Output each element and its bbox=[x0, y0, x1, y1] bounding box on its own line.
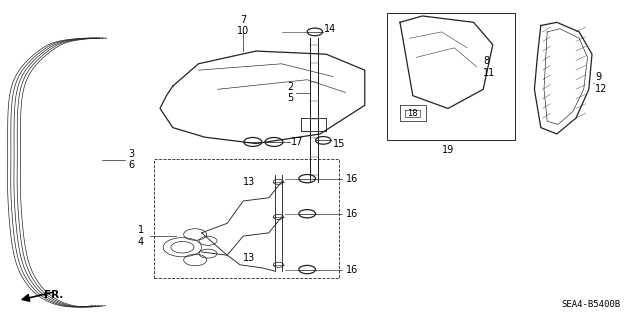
Bar bbox=[154, 160, 339, 278]
Text: 8
11: 8 11 bbox=[483, 56, 495, 78]
Text: 13: 13 bbox=[243, 177, 255, 187]
Text: FR.: FR. bbox=[44, 290, 63, 300]
Text: 2
5: 2 5 bbox=[287, 82, 293, 103]
Text: 17: 17 bbox=[291, 137, 303, 147]
Text: 18: 18 bbox=[407, 109, 418, 118]
Text: 13: 13 bbox=[243, 253, 255, 263]
Text: 9
12: 9 12 bbox=[595, 72, 607, 94]
Text: 16: 16 bbox=[346, 209, 358, 219]
Text: SEA4-B5400B: SEA4-B5400B bbox=[562, 300, 621, 309]
Text: 16: 16 bbox=[346, 174, 358, 184]
Text: 16: 16 bbox=[346, 264, 358, 275]
Text: 14: 14 bbox=[324, 24, 336, 34]
Text: 1
4: 1 4 bbox=[138, 225, 144, 247]
Text: 19: 19 bbox=[442, 145, 454, 155]
Bar bbox=[387, 13, 515, 140]
Text: 7
10: 7 10 bbox=[237, 15, 250, 36]
Text: 15: 15 bbox=[333, 138, 345, 149]
Text: 3
6: 3 6 bbox=[128, 149, 134, 170]
